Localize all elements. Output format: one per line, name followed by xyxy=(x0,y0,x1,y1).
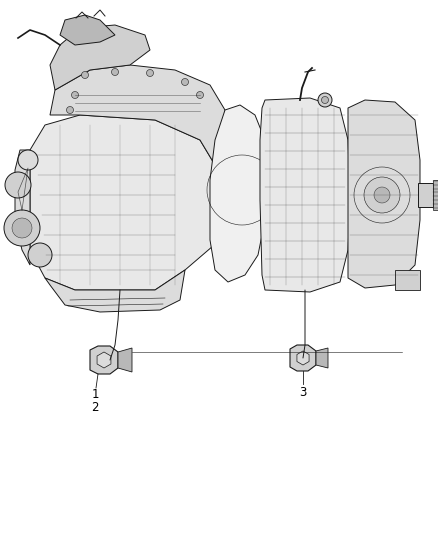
Bar xyxy=(433,180,438,210)
Text: 1: 1 xyxy=(91,388,99,401)
Circle shape xyxy=(5,172,31,198)
Polygon shape xyxy=(290,345,316,371)
Circle shape xyxy=(364,177,400,213)
Polygon shape xyxy=(348,100,420,288)
Circle shape xyxy=(81,71,88,78)
Polygon shape xyxy=(50,65,225,165)
Text: 3: 3 xyxy=(299,386,307,399)
Circle shape xyxy=(146,69,153,77)
Polygon shape xyxy=(260,98,350,292)
Bar xyxy=(418,183,433,207)
Circle shape xyxy=(318,93,332,107)
Polygon shape xyxy=(50,25,150,90)
Circle shape xyxy=(18,150,38,170)
Circle shape xyxy=(181,78,188,85)
Circle shape xyxy=(67,107,74,114)
Bar xyxy=(395,270,420,290)
Circle shape xyxy=(112,69,119,76)
Polygon shape xyxy=(30,115,230,290)
Polygon shape xyxy=(15,150,30,265)
Polygon shape xyxy=(118,348,132,372)
Polygon shape xyxy=(45,270,185,312)
Polygon shape xyxy=(60,15,115,45)
Circle shape xyxy=(374,187,390,203)
Polygon shape xyxy=(316,348,328,368)
Circle shape xyxy=(12,218,32,238)
Circle shape xyxy=(321,96,328,103)
Circle shape xyxy=(28,243,52,267)
Circle shape xyxy=(71,92,78,99)
Polygon shape xyxy=(210,105,268,282)
Circle shape xyxy=(197,92,204,99)
Polygon shape xyxy=(90,346,118,374)
Circle shape xyxy=(4,210,40,246)
Text: 2: 2 xyxy=(91,401,99,414)
